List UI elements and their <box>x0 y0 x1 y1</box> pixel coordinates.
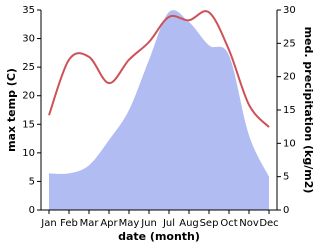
y2-tick-label: 10 <box>283 138 296 149</box>
y-tick-label: 5 <box>29 176 35 187</box>
x-tick-label: Aug <box>179 218 199 229</box>
y-tick-label: 0 <box>29 205 35 216</box>
y-tick-label: 30 <box>22 34 35 45</box>
x-axis-label: date (month) <box>118 230 200 243</box>
precipitation-area <box>49 10 269 211</box>
chart: date (month) max temp (C) med. precipita… <box>5 5 315 243</box>
y-tick-label: 15 <box>22 119 35 130</box>
y-tick-label: 25 <box>22 62 35 73</box>
y2-tick-label: 25 <box>283 38 296 49</box>
y-axis-label: max temp (C) <box>5 68 18 152</box>
x-tick-label: Oct <box>220 218 237 229</box>
x-tick-label: Mar <box>80 218 100 229</box>
y2-tick-label: 0 <box>283 205 289 216</box>
x-tick-label: Dec <box>259 218 278 229</box>
y2-tick-label: 30 <box>283 5 296 16</box>
y2-tick-label: 15 <box>283 105 296 116</box>
temp-line <box>48 10 270 128</box>
y-tick-label: 35 <box>22 5 35 16</box>
x-tick-label: May <box>119 218 140 229</box>
x-tick-label: Jul <box>162 218 175 229</box>
x-tick-label: Feb <box>60 218 78 229</box>
x-tick-label: Jan <box>40 218 56 229</box>
y2-tick-label: 20 <box>283 72 296 83</box>
y2-tick-label: 5 <box>283 172 289 183</box>
y2-axis-label: med. precipitation (kg/m2) <box>302 27 315 194</box>
y-tick-label: 10 <box>22 148 35 159</box>
x-tick-label: Nov <box>239 218 259 229</box>
y-tick-label: 20 <box>22 91 35 102</box>
x-tick-label: Sep <box>200 218 219 229</box>
x-tick-label: Jun <box>140 218 157 229</box>
x-tick-label: Apr <box>100 218 118 229</box>
